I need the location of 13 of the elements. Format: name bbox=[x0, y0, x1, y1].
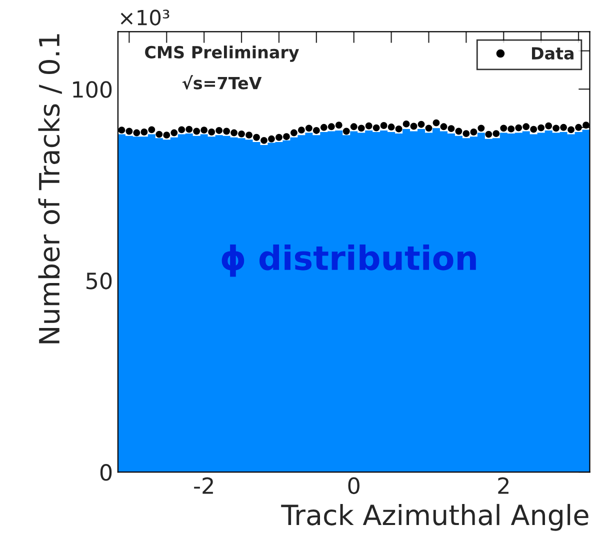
y-tick-label: 0 bbox=[100, 464, 112, 481]
y-axis-title: Number of Tracks / 0.1 bbox=[38, 34, 62, 344]
legend-label: Data bbox=[532, 47, 574, 60]
y-tick-label: 100 bbox=[73, 81, 112, 98]
x-tick-label: 0 bbox=[348, 477, 360, 494]
x-tick-label: -2 bbox=[194, 477, 213, 494]
text: ×10³ bbox=[120, 10, 170, 26]
x-tick-label: 2 bbox=[498, 477, 508, 494]
x-axis-title: Track Azimuthal Angle bbox=[281, 504, 588, 531]
annotation: ϕ distribution bbox=[222, 244, 476, 277]
annotation: √s=7TeV bbox=[182, 75, 262, 90]
annotation: CMS Preliminary bbox=[145, 46, 299, 62]
y-tick-label: 50 bbox=[86, 272, 112, 290]
